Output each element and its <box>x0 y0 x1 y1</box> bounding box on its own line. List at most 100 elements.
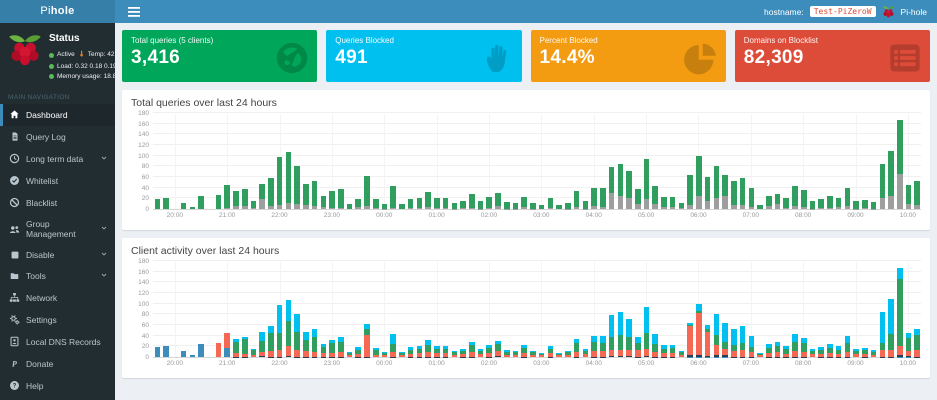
bar[interactable] <box>214 262 223 357</box>
sidebar-item-tools[interactable]: Tools <box>0 266 115 287</box>
bar[interactable] <box>782 262 791 357</box>
bar[interactable] <box>695 114 704 209</box>
bar[interactable] <box>642 114 651 209</box>
bar[interactable] <box>467 114 476 209</box>
bar[interactable] <box>293 262 302 357</box>
bar[interactable] <box>887 114 896 209</box>
bar[interactable] <box>232 262 241 357</box>
bar[interactable] <box>677 262 686 357</box>
bar[interactable] <box>284 114 293 209</box>
bar[interactable] <box>799 262 808 357</box>
bar[interactable] <box>607 262 616 357</box>
sidebar-item-help[interactable]: ? Help <box>0 375 115 397</box>
bar[interactable] <box>398 114 407 209</box>
bar[interactable] <box>450 262 459 357</box>
bar[interactable] <box>860 262 869 357</box>
bar[interactable] <box>170 262 179 357</box>
bar[interactable] <box>799 114 808 209</box>
bar[interactable] <box>354 114 363 209</box>
bar[interactable] <box>345 114 354 209</box>
bar[interactable] <box>511 262 520 357</box>
bar[interactable] <box>310 114 319 209</box>
bar[interactable] <box>668 262 677 357</box>
sidebar-item-query-log[interactable]: Query Log <box>0 126 115 148</box>
bar[interactable] <box>616 262 625 357</box>
bar[interactable] <box>205 262 214 357</box>
bar[interactable] <box>677 114 686 209</box>
bar[interactable] <box>170 114 179 209</box>
bar[interactable] <box>328 262 337 357</box>
bar[interactable] <box>371 114 380 209</box>
bar[interactable] <box>747 262 756 357</box>
bar[interactable] <box>232 114 241 209</box>
bar[interactable] <box>389 262 398 357</box>
bar[interactable] <box>843 262 852 357</box>
bar[interactable] <box>336 114 345 209</box>
bar[interactable] <box>729 114 738 209</box>
bar[interactable] <box>878 262 887 357</box>
sidebar-item-long-term-data[interactable]: Long term data <box>0 148 115 170</box>
bar[interactable] <box>686 262 695 357</box>
bar[interactable] <box>590 114 599 209</box>
bar[interactable] <box>511 114 520 209</box>
bar[interactable] <box>703 114 712 209</box>
bar[interactable] <box>380 262 389 357</box>
bar[interactable] <box>633 262 642 357</box>
bar[interactable] <box>240 114 249 209</box>
sidebar-item-group-management[interactable]: Group Management <box>0 214 115 245</box>
bar[interactable] <box>529 262 538 357</box>
bar[interactable] <box>869 262 878 357</box>
bar[interactable] <box>660 114 669 209</box>
bar[interactable] <box>371 262 380 357</box>
bar[interactable] <box>380 114 389 209</box>
bar[interactable] <box>258 262 267 357</box>
bar[interactable] <box>406 114 415 209</box>
bar[interactable] <box>642 262 651 357</box>
bar[interactable] <box>424 114 433 209</box>
bar[interactable] <box>354 262 363 357</box>
bar[interactable] <box>485 114 494 209</box>
bar[interactable] <box>345 262 354 357</box>
bar[interactable] <box>301 114 310 209</box>
bar[interactable] <box>721 114 730 209</box>
bar[interactable] <box>782 114 791 209</box>
bar[interactable] <box>301 262 310 357</box>
bar[interactable] <box>887 262 896 357</box>
bar[interactable] <box>502 262 511 357</box>
bar[interactable] <box>415 262 424 357</box>
bar[interactable] <box>275 114 284 209</box>
bar[interactable] <box>625 114 634 209</box>
bar[interactable] <box>756 114 765 209</box>
bar[interactable] <box>712 114 721 209</box>
bar[interactable] <box>852 114 861 209</box>
bar[interactable] <box>564 114 573 209</box>
sidebar-item-network[interactable]: Network <box>0 287 115 309</box>
bar[interactable] <box>267 262 276 357</box>
bar[interactable] <box>747 114 756 209</box>
bar[interactable] <box>764 262 773 357</box>
bar[interactable] <box>834 114 843 209</box>
bar[interactable] <box>476 262 485 357</box>
bar[interactable] <box>197 114 206 209</box>
bar[interactable] <box>904 262 913 357</box>
bar[interactable] <box>791 262 800 357</box>
bar[interactable] <box>188 114 197 209</box>
bar[interactable] <box>826 262 835 357</box>
bar[interactable] <box>555 262 564 357</box>
bar[interactable] <box>729 262 738 357</box>
bar[interactable] <box>520 114 529 209</box>
bar[interactable] <box>633 114 642 209</box>
bar[interactable] <box>625 262 634 357</box>
bar[interactable] <box>363 114 372 209</box>
bar[interactable] <box>651 262 660 357</box>
bar[interactable] <box>336 262 345 357</box>
bar[interactable] <box>249 262 258 357</box>
bar[interactable] <box>555 114 564 209</box>
bar[interactable] <box>546 114 555 209</box>
bar[interactable] <box>546 262 555 357</box>
bar[interactable] <box>328 114 337 209</box>
sidebar-item-settings[interactable]: Settings <box>0 309 115 331</box>
bar[interactable] <box>153 262 162 357</box>
bar[interactable] <box>494 114 503 209</box>
bar[interactable] <box>764 114 773 209</box>
